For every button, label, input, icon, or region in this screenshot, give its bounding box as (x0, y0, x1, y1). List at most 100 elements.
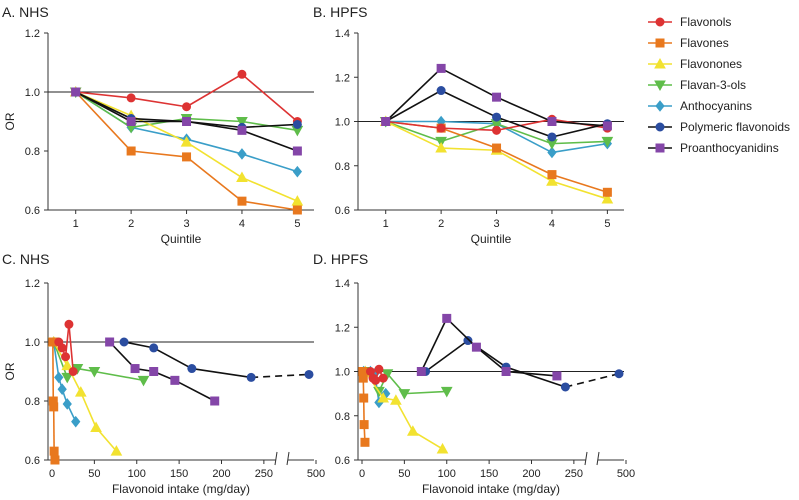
series-line-segment (251, 373, 310, 379)
series-line-segment (441, 120, 497, 125)
series-flavonones (47, 335, 123, 456)
x-tick-label: 100 (438, 468, 456, 480)
series-line-segment (565, 372, 620, 388)
data-point (149, 367, 159, 376)
series-anthocyanins (71, 86, 303, 178)
legend-label: Flavonones (680, 57, 742, 71)
axis-break-mark (274, 451, 278, 466)
series-line-segment (385, 120, 442, 149)
data-point (377, 392, 390, 403)
y-tick-label: 0.6 (25, 205, 40, 217)
series-flavan-3-ols (47, 337, 150, 387)
y-tick-label: 1.2 (25, 28, 40, 40)
data-point (416, 367, 426, 376)
series-line-segment (440, 127, 497, 149)
series-line-segment (551, 173, 608, 194)
data-point (237, 125, 247, 135)
series-line-segment (440, 89, 497, 118)
data-point (119, 337, 129, 347)
data-point (236, 117, 248, 128)
series-line-segment (496, 122, 553, 145)
series-flavones (71, 87, 302, 215)
data-point (50, 455, 60, 465)
data-point (210, 396, 220, 406)
data-point (182, 102, 192, 112)
x-tick-label: 5 (604, 218, 610, 230)
series-line-segment (131, 150, 187, 158)
series-line-segment (52, 341, 69, 378)
series-line-segment (80, 391, 97, 428)
series-line-segment (75, 91, 132, 152)
data-point (54, 371, 64, 384)
data-point (547, 132, 557, 142)
data-point (64, 319, 74, 329)
series-line-segment (241, 129, 298, 152)
data-point (57, 383, 67, 396)
x-axis-label: Quintile (161, 232, 202, 246)
series-line-segment (241, 153, 298, 173)
series-flavones (358, 367, 370, 447)
data-point (61, 352, 71, 362)
data-point (291, 195, 304, 206)
series-line-segment (241, 200, 298, 211)
series-line-segment (551, 120, 608, 127)
data-point (601, 192, 614, 204)
x-tick-label: 50 (398, 468, 410, 480)
series-line-segment (130, 97, 187, 108)
x-tick-label: 4 (549, 218, 555, 230)
y-tick-label: 0.8 (25, 396, 40, 408)
data-point (492, 125, 502, 135)
data-point (406, 425, 419, 436)
series-line-segment (420, 318, 448, 372)
x-tick-label: 3 (493, 218, 499, 230)
series-line-segment (446, 317, 477, 348)
data-point (601, 136, 614, 148)
panel-title: A. NHS (2, 4, 49, 20)
data-point (71, 415, 81, 428)
series-line-segment (385, 67, 442, 123)
x-tick-label: 1 (73, 218, 79, 230)
y-tick-label: 1.0 (335, 367, 350, 379)
data-point (546, 175, 558, 186)
data-point (614, 369, 624, 379)
data-point (381, 117, 391, 126)
data-point (436, 86, 446, 96)
y-tick-label: 1.0 (335, 117, 350, 129)
x-tick-label: 4 (239, 218, 245, 230)
data-point (435, 142, 447, 153)
x-tick-label: 100 (128, 468, 146, 480)
data-point (180, 136, 193, 147)
y-tick-label: 0.6 (25, 455, 40, 467)
series-line-segment (64, 324, 70, 357)
series-line-segment (404, 390, 447, 395)
series-flavones (48, 337, 60, 465)
series-polymeric-flavonoids (119, 337, 314, 382)
y-tick-label: 1.2 (335, 72, 350, 84)
legend-marker (655, 17, 665, 27)
legend-label: Flavones (680, 36, 729, 50)
panel-b: B. HPFS 0.6 0.8 1.0 1.2 1.4 1 2 3 4 5 Quintile (313, 4, 624, 246)
y-axis-label: OR (3, 362, 17, 380)
x-tick-label: 50 (88, 468, 100, 480)
panel-title: D. HPFS (313, 251, 368, 267)
x-tick-label: 150 (170, 468, 188, 480)
data-point (292, 205, 302, 215)
data-point (371, 375, 381, 385)
series-line-segment (425, 339, 469, 373)
panel-title: C. NHS (2, 251, 49, 267)
legend-item: Polymeric flavonoids (648, 120, 790, 134)
data-point (74, 386, 87, 397)
data-point (237, 69, 247, 79)
data-point (440, 386, 453, 398)
legend-item: Proanthocyanidins (648, 141, 779, 155)
series-line-segment (130, 117, 187, 129)
series-line-segment (130, 114, 187, 143)
data-point (304, 369, 314, 379)
data-point (442, 313, 452, 323)
legend-marker (654, 80, 666, 92)
y-tick-label: 1.0 (25, 337, 40, 349)
data-point (471, 342, 481, 352)
series-line-segment (496, 147, 553, 176)
y-axis-label: OR (3, 112, 17, 130)
data-point (149, 343, 159, 353)
